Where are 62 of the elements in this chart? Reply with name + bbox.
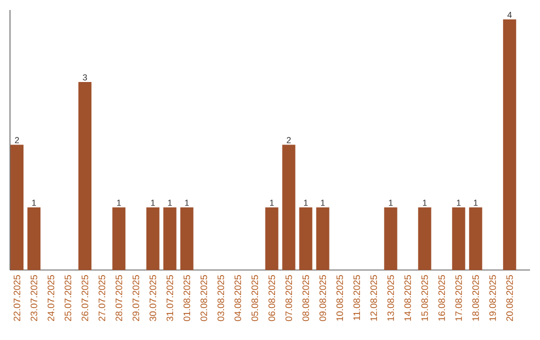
data-label: 2 — [14, 137, 19, 144]
x-tick-label: 22.07.2025 — [14, 275, 20, 321]
data-label: 1 — [321, 200, 325, 206]
data-label: 1 — [32, 200, 36, 206]
bar — [384, 207, 398, 270]
x-tick-label: 19.08.2025 — [489, 275, 496, 321]
bar — [469, 207, 482, 270]
data-label: 1 — [456, 200, 461, 206]
x-tick-label: 28.07.2025 — [116, 275, 122, 321]
data-label: 3 — [82, 74, 87, 80]
x-tick-label: 27.07.2025 — [98, 275, 106, 321]
data-label: 1 — [422, 200, 427, 206]
x-tick-label: 15.08.2025 — [421, 275, 428, 321]
x-tick-label: 23.07.2025 — [30, 275, 38, 321]
bar — [146, 207, 160, 270]
x-tick-label: 20.08.2025 — [506, 275, 513, 321]
data-label: 4 — [507, 12, 512, 18]
x-tick-label: 31.07.2025 — [166, 275, 174, 322]
x-tick-label: 10.08.2025 — [336, 275, 344, 321]
bar — [503, 19, 516, 270]
x-tick-label: 05.08.2025 — [252, 275, 258, 322]
data-label: 1 — [270, 200, 274, 206]
x-tick-label: 24.07.2025 — [48, 275, 54, 321]
x-tick-label: 16.08.2025 — [438, 275, 445, 321]
data-label: 1 — [168, 200, 172, 206]
x-tick-label: 18.08.2025 — [472, 275, 479, 321]
bar — [112, 207, 126, 270]
x-tick-label: 07.08.2025 — [285, 275, 292, 322]
x-tick-label: 01.08.2025 — [184, 275, 190, 322]
x-tick-label: 09.08.2025 — [319, 275, 326, 322]
x-tick-label: 11.08.2025 — [353, 275, 360, 320]
bar — [282, 144, 296, 270]
bar — [180, 207, 194, 270]
x-tick-label: 25.07.2025 — [64, 275, 72, 321]
bar — [163, 207, 176, 270]
data-label: 1 — [117, 200, 121, 206]
data-label: 1 — [185, 200, 189, 206]
x-tick-label: 30.07.2025 — [150, 275, 156, 322]
data-label: 1 — [388, 200, 393, 206]
bar — [418, 207, 432, 270]
bar — [316, 207, 330, 270]
x-tick-label: 08.08.2025 — [302, 275, 310, 322]
bar — [265, 207, 278, 270]
x-tick-label: 06.08.2025 — [268, 275, 276, 322]
x-tick-label: 29.07.2025 — [132, 275, 140, 321]
data-label: 1 — [474, 200, 478, 206]
x-tick-label: 14.08.2025 — [404, 275, 411, 321]
bar — [27, 207, 40, 270]
x-tick-label: 04.08.2025 — [234, 275, 242, 322]
x-tick-label: 03.08.2025 — [218, 275, 224, 322]
x-tick-label: 26.07.2025 — [82, 275, 88, 321]
bar — [452, 207, 466, 270]
bar — [78, 82, 92, 270]
data-label: 1 — [151, 200, 155, 206]
bar — [299, 207, 312, 270]
x-tick-label: 17.08.2025 — [455, 275, 462, 321]
bar — [10, 144, 24, 270]
x-tick-label: 13.08.2025 — [387, 275, 394, 321]
x-tick-label: 12.08.2025 — [370, 275, 378, 321]
x-tick-label: 02.08.2025 — [200, 275, 208, 322]
data-label: 2 — [286, 137, 291, 144]
data-label: 1 — [304, 200, 308, 206]
